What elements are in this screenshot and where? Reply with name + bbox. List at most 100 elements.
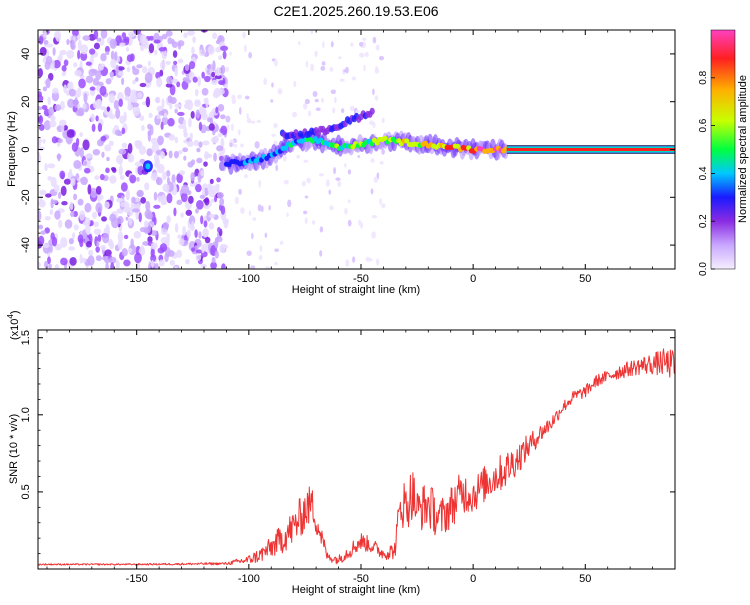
noise-cell (121, 248, 128, 257)
noise-cell (314, 98, 319, 103)
noise-cell (144, 182, 150, 191)
noise-cell (60, 185, 67, 196)
noise-cell (287, 199, 292, 208)
noise-cell (161, 98, 165, 109)
noise-cell (84, 202, 92, 213)
spectrogram-panel: -150 -100 -50 0 50 -40 -20 0 20 40 Height of stra… (6, 29, 676, 296)
noise-cell (257, 204, 262, 212)
noise-cell (161, 33, 168, 40)
noise-cell (258, 179, 262, 188)
noise-cell (283, 179, 289, 185)
noise-cell (139, 226, 147, 233)
noise-cell (375, 44, 380, 51)
noise-cell (141, 124, 145, 131)
noise-cell (277, 88, 283, 95)
noise-cell (47, 256, 51, 265)
colorbar: 0.0 0.2 0.4 0.6 0.8 Normalized spectral ampl… (698, 29, 749, 276)
noise-cell (38, 106, 43, 111)
noise-cell (119, 175, 125, 180)
noise-cell (95, 185, 102, 195)
noise-cell (177, 234, 182, 239)
noise-cell (59, 100, 65, 111)
noise-cell (116, 197, 124, 203)
noise-cell (198, 141, 203, 148)
noise-cell (110, 262, 115, 269)
noise-cell (103, 174, 109, 182)
noise-cell (41, 104, 48, 110)
noise-cell (166, 215, 171, 224)
noise-cell (96, 240, 100, 247)
noise-cell (166, 76, 173, 85)
noise-cell (147, 236, 153, 243)
noise-cell (78, 78, 86, 89)
noise-cell (226, 124, 230, 131)
noise-cell (121, 77, 125, 86)
noise-cell (332, 107, 336, 114)
noise-cell (329, 205, 334, 211)
noise-cell (110, 50, 115, 61)
noise-cell (150, 230, 158, 237)
noise-cell (162, 171, 167, 181)
noise-cell (174, 265, 178, 269)
noise-cell (73, 193, 78, 201)
noise-cell (194, 229, 198, 238)
noise-cell (96, 37, 102, 42)
noise-cell (126, 54, 134, 63)
noise-cell (154, 157, 160, 167)
noise-cell (337, 180, 342, 187)
noise-cell (150, 260, 155, 269)
noise-cell (82, 35, 91, 41)
noise-cell (264, 232, 268, 238)
noise-cell (150, 254, 157, 263)
noise-cell (100, 53, 107, 62)
noise-cell (240, 207, 245, 214)
noise-cell (156, 77, 163, 88)
noise-cell (69, 256, 77, 266)
noise-cell (64, 219, 73, 229)
noise-cell (167, 117, 175, 127)
noise-cell (125, 46, 130, 52)
noise-cell (184, 99, 193, 105)
noise-cell (210, 198, 215, 203)
noise-cell (211, 256, 216, 264)
noise-cell (77, 49, 81, 60)
noise-cell (127, 103, 134, 111)
noise-cell (200, 215, 204, 225)
noise-cell (67, 98, 75, 108)
trace-cell (404, 138, 410, 144)
noise-cell (251, 232, 254, 240)
noise-cell (264, 266, 270, 269)
noise-cell (97, 234, 102, 242)
noise-cell (136, 190, 143, 197)
noise-cell (166, 193, 173, 204)
noise-cell (61, 71, 66, 77)
snr-scale-factor-text: (x104) (6, 310, 21, 340)
noise-cell (113, 99, 120, 110)
noise-cell (100, 30, 108, 39)
noise-cell (127, 142, 133, 154)
noise-cell (129, 174, 137, 184)
snr-background (38, 330, 675, 569)
noise-cell (97, 196, 102, 202)
colorbar-tick-label: 0.0 (698, 262, 709, 276)
noise-cell (57, 138, 63, 144)
noise-cell (98, 64, 104, 71)
noise-cell (203, 187, 209, 197)
noise-cell (38, 94, 44, 103)
noise-cell (218, 80, 226, 86)
noise-cell (219, 244, 226, 254)
noise-cell (72, 62, 78, 68)
noise-cell (208, 213, 216, 219)
noise-cell (104, 201, 110, 209)
noise-cell (68, 237, 74, 245)
noise-cell (61, 65, 67, 72)
noise-cell (311, 220, 316, 225)
noise-cell (94, 175, 100, 180)
noise-cell (148, 43, 155, 54)
noise-cell (209, 178, 214, 185)
noise-cell (132, 102, 140, 108)
noise-cell (123, 111, 127, 122)
noise-cell (200, 170, 205, 177)
noise-cell (250, 120, 256, 124)
